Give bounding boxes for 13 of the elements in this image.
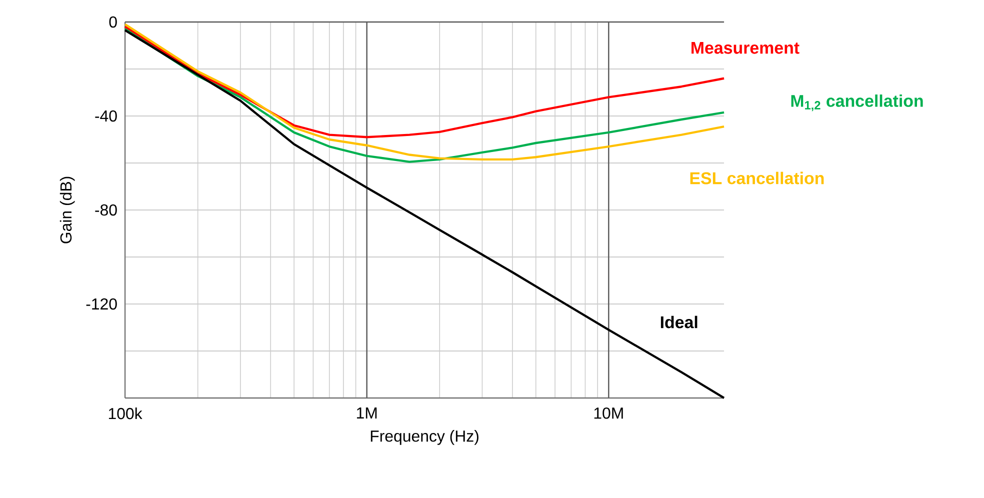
x-axis-title: Frequency (Hz) bbox=[370, 430, 478, 445]
x-tick-label: 1M bbox=[356, 408, 377, 418]
series-label: Measurement bbox=[692, 42, 800, 54]
y-tick-label: 0 bbox=[109, 16, 117, 28]
x-tick-label: 100k bbox=[108, 408, 142, 420]
text: ESL cancellation bbox=[690, 172, 824, 184]
x-tick-label: 10M bbox=[594, 408, 623, 419]
y-axis-title: Gain (dB) bbox=[60, 176, 75, 244]
y-tick-label: -80 bbox=[95, 204, 117, 216]
y-tick-label: -40 bbox=[95, 110, 117, 122]
y-tick-label: -120 bbox=[86, 298, 117, 310]
text: M$_{1,2}$ cancellation bbox=[791, 94, 923, 112]
series-label: Ideal bbox=[660, 316, 698, 328]
